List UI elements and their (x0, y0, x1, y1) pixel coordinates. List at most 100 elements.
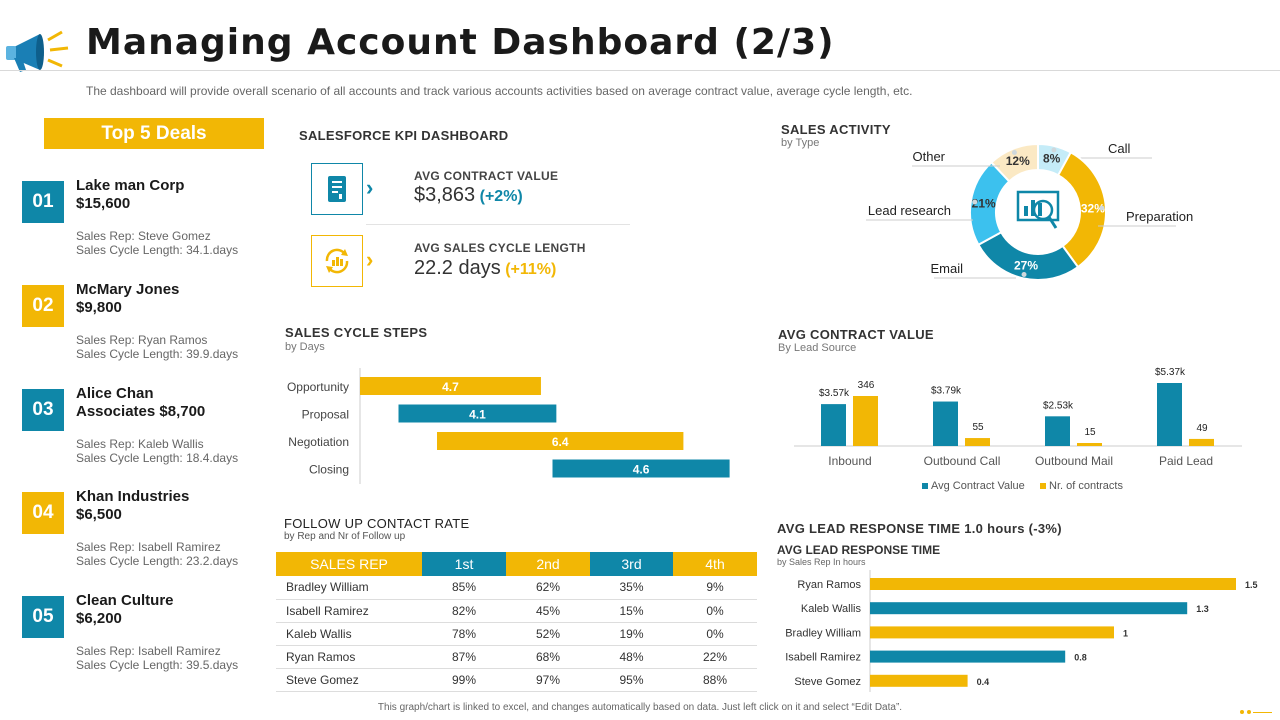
table-cell: 78% (422, 622, 506, 646)
donut-value-label: 8% (1043, 152, 1061, 166)
contract-value-bar (1045, 416, 1070, 446)
table-cell: 88% (673, 668, 757, 692)
deal-number-badge: 01 (22, 181, 64, 223)
table-header-cell: 1st (422, 552, 506, 576)
deal-sales-rep: Sales Rep: Ryan Ramos (76, 333, 208, 347)
deal-company: Lake man Corp (76, 177, 185, 194)
table-cell: 82% (422, 599, 506, 623)
cycle-bar (552, 459, 730, 478)
deal-company: Khan Industries (76, 488, 190, 505)
legend-label: Nr. of contracts (1049, 480, 1123, 492)
deal-amount: $15,600 (76, 195, 131, 212)
kpi-contract-delta: (+2%) (479, 188, 523, 205)
bar-data-label: 49 (1196, 423, 1208, 434)
table-cell: 45% (506, 599, 590, 623)
chevron-right-icon: › (366, 247, 374, 272)
avg-contract-chart: $3.57k 346 Inbound $3.79k 55 Outbound Call $2.… (794, 367, 1242, 492)
table-cell: 85% (422, 576, 506, 600)
deal-number-badge: 05 (22, 596, 64, 638)
sales-activity-title: SALES ACTIVITY (781, 122, 891, 137)
table-header-cell: 2nd (506, 552, 590, 576)
table-cell: 22% (673, 645, 757, 669)
cycle-dollar-icon (325, 248, 349, 274)
table-header-cell: SALES REP (276, 552, 422, 576)
table-cell: Steve Gomez (276, 668, 422, 692)
bar-data-label: 1 (1123, 628, 1128, 638)
follow-up-table: SALES REP 1st 2nd 3rd 4th Bradley William 85% 6… (276, 552, 757, 692)
donut-value-label: 32% (1081, 202, 1105, 216)
kpi-heading: SALESFORCE KPI DASHBOARD (299, 128, 509, 143)
contract-count-bar (853, 396, 878, 446)
legend-swatch (1040, 483, 1046, 489)
y-tick-label: Proposal (302, 408, 349, 422)
megaphone-icon (6, 30, 69, 72)
bar-data-label: 15 (1084, 427, 1096, 438)
x-tick-label: Inbound (828, 454, 871, 468)
y-tick-label: Isabell Ramirez (785, 652, 861, 664)
table-cell: 48% (590, 645, 673, 669)
y-tick-label: Opportunity (287, 380, 349, 394)
deal-company: Clean Culture (76, 592, 174, 609)
table-row: Steve Gomez 99% 97% 95% 88% (276, 668, 757, 692)
bar-data-label: 0.8 (1074, 653, 1087, 663)
deal-name: Lake man Corp $15,600 (76, 177, 276, 213)
donut-category-label: Preparation (1126, 209, 1193, 224)
y-tick-label: Kaleb Wallis (801, 603, 862, 615)
donut-category-label: Lead research (868, 203, 951, 218)
table-cell: 62% (506, 576, 590, 600)
kpi-cycle-value-row: 22.2 days (+11%) (414, 257, 556, 280)
table-cell: 15% (590, 599, 673, 623)
contract-value-bar (821, 404, 846, 446)
table-cell: 9% (673, 576, 757, 600)
table-row: Ryan Ramos 87% 68% 48% 22% (276, 645, 757, 669)
x-tick-label: Outbound Call (924, 454, 1001, 468)
contract-value-bar (1157, 383, 1182, 446)
bar-data-label: 4.1 (469, 408, 486, 422)
donut-category-label: Call (1108, 141, 1131, 156)
table-cell: 0% (673, 622, 757, 646)
lead-response-bar (870, 626, 1114, 639)
cycle-bar (437, 432, 684, 450)
table-header-row: SALES REP 1st 2nd 3rd 4th (276, 552, 757, 576)
kpi-contract-value-row: $3,863 (+2%) (414, 184, 523, 207)
sales-cycle-subtitle: by Days (285, 341, 325, 353)
lead-response-heading: AVG LEAD RESPONSE TIME 1.0 hours (-3%) (777, 521, 1062, 536)
top-deals-heading: Top 5 Deals (44, 118, 264, 149)
deal-number-badge: 02 (22, 285, 64, 327)
follow-up-title: FOLLOW UP CONTACT RATE (284, 516, 470, 531)
lead-response-bar (870, 650, 1066, 663)
deal-amount: $6,500 (76, 506, 122, 523)
donut-value-label: 21% (972, 196, 996, 210)
sales-activity-chart: 8% Call 32% Preparation 27% Email 21% Lead rese… (866, 141, 1193, 281)
lead-response-title: AVG LEAD RESPONSE TIME (777, 543, 941, 557)
x-tick-label: Outbound Mail (1035, 454, 1113, 468)
table-header-cell: 4th (673, 552, 757, 576)
donut-category-label: Other (912, 149, 945, 164)
table-cell: 0% (673, 599, 757, 623)
contract-count-bar (1077, 443, 1102, 446)
table-cell: 35% (590, 576, 673, 600)
bar-data-label: $3.57k (819, 388, 850, 399)
legend-swatch (922, 483, 928, 489)
table-cell: 99% (422, 668, 506, 692)
deal-cycle-length: Sales Cycle Length: 39.5.days (76, 658, 239, 672)
deal-cycle-length: Sales Cycle Length: 18.4.days (76, 451, 239, 465)
avg-contract-title: AVG CONTRACT VALUE (778, 327, 934, 342)
table-cell: 68% (506, 645, 590, 669)
deal-amount: $6,200 (76, 610, 122, 627)
donut-value-label: 12% (1006, 154, 1030, 168)
lead-response-bar (870, 674, 968, 687)
deal-name: McMary Jones $9,800 (76, 281, 276, 317)
table-cell: Isabell Ramirez (276, 599, 422, 623)
leader-dot (1051, 147, 1057, 153)
donut-value-label: 27% (1014, 259, 1038, 273)
y-tick-label: Bradley William (785, 627, 861, 639)
kpi-cycle-value: 22.2 days (414, 257, 501, 279)
legend-label: Avg Contract Value (931, 480, 1025, 492)
deal-sales-rep: Sales Rep: Isabell Ramirez (76, 540, 221, 554)
bar-data-label: 346 (858, 380, 875, 391)
bar-data-label: 0.4 (977, 677, 990, 687)
bar-data-label: 55 (972, 422, 984, 433)
contract-value-bar (933, 401, 958, 446)
deal-sales-rep: Sales Rep: Kaleb Wallis (76, 437, 204, 451)
